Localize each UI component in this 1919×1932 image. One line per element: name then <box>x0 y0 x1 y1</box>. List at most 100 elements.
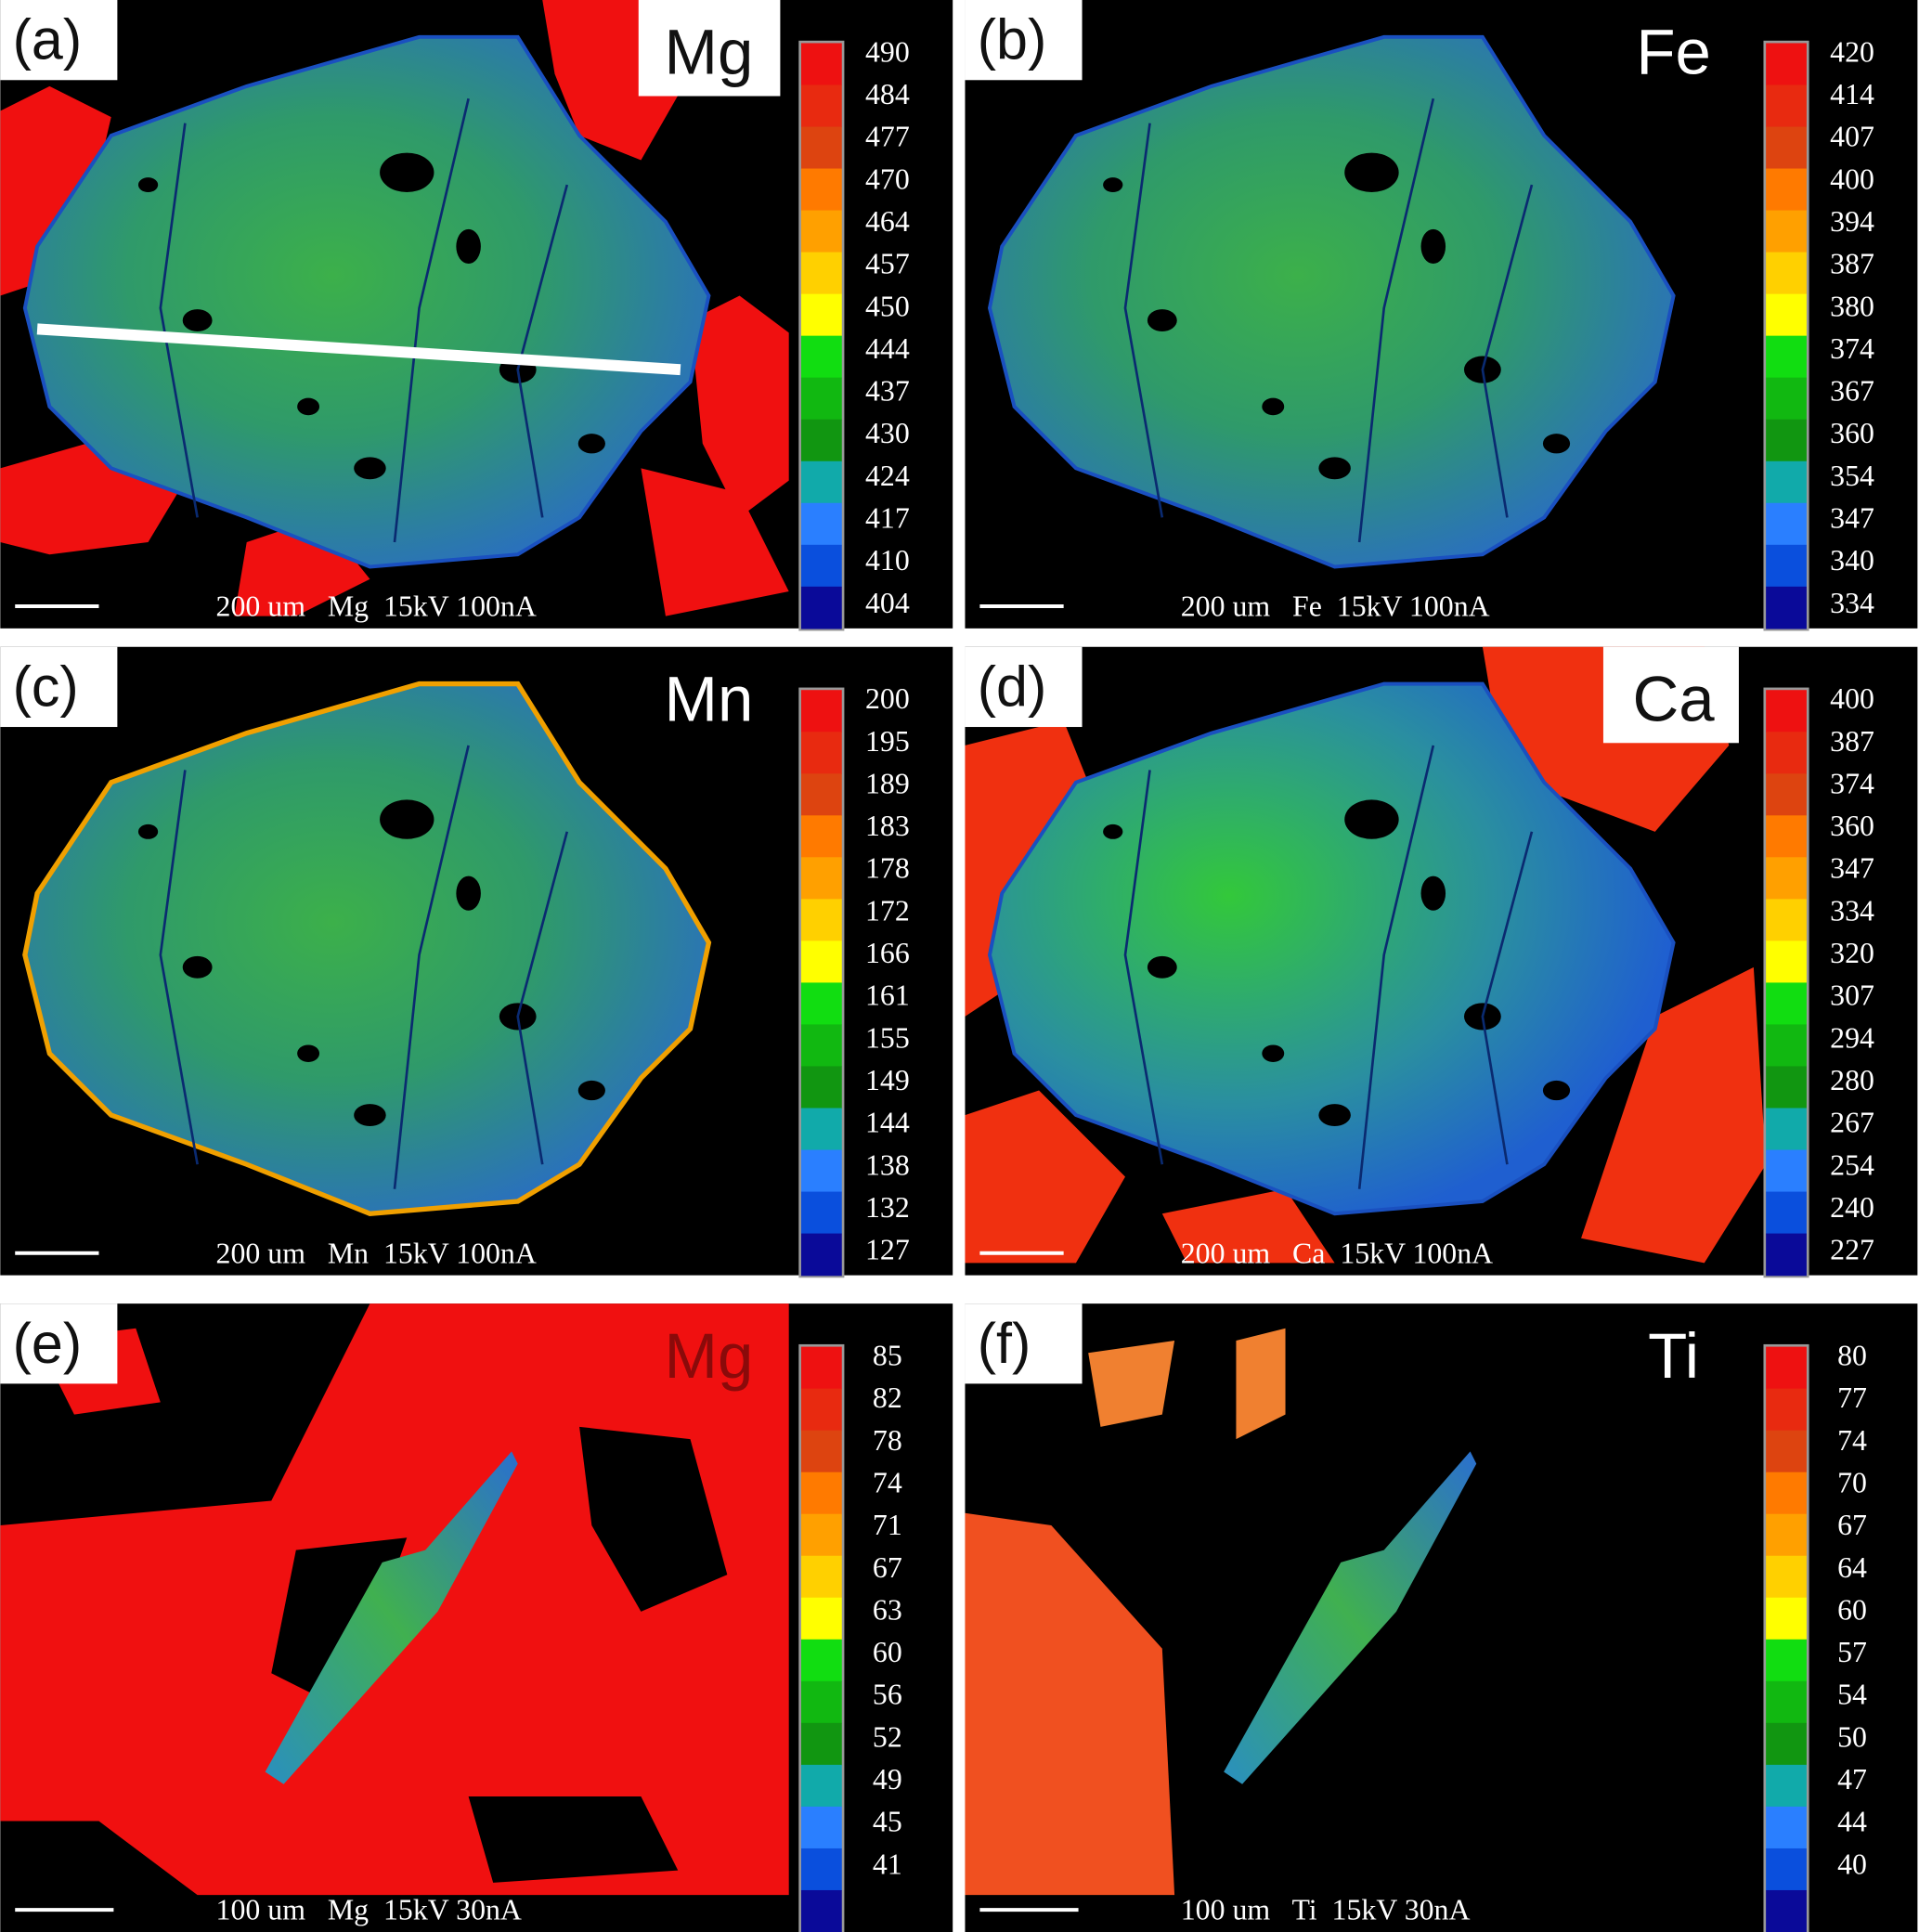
hole <box>1344 799 1399 839</box>
scale-value: 367 <box>1830 375 1874 408</box>
scale-segment <box>1766 293 1807 337</box>
scale-value: 70 <box>1837 1466 1867 1498</box>
scale-segment <box>1766 899 1807 942</box>
scale-segment <box>800 1108 842 1151</box>
scale-value: 44 <box>1837 1806 1867 1838</box>
hole <box>380 152 434 193</box>
scale-segment <box>800 1848 842 1891</box>
scale-segment <box>1766 335 1807 379</box>
label-box <box>965 0 1083 81</box>
scale-segment <box>1766 1513 1807 1557</box>
hole <box>1318 457 1351 480</box>
scale-segment <box>800 1388 842 1432</box>
red-phase <box>965 1512 1175 1896</box>
scale-segment <box>800 1639 842 1682</box>
scale-segment <box>1766 1149 1807 1193</box>
scale-segment <box>800 1346 842 1390</box>
scale-value: 484 <box>865 78 910 110</box>
scale-segment <box>800 773 842 816</box>
element-name: Ca <box>1632 663 1715 734</box>
scale-segment <box>1766 690 1807 733</box>
scale-value: 254 <box>1830 1148 1874 1181</box>
scale-segment <box>800 1233 842 1277</box>
scale-value: 57 <box>1837 1636 1867 1668</box>
scale-value: 307 <box>1830 979 1874 1012</box>
scale-value: 54 <box>1837 1679 1867 1711</box>
scale-segment <box>1766 586 1807 629</box>
scale-value: 410 <box>865 544 910 577</box>
scale-segment <box>1766 544 1807 588</box>
scale-segment <box>800 502 842 546</box>
scale-segment <box>1766 1639 1807 1682</box>
hole <box>1262 397 1285 416</box>
scale-value: 464 <box>865 205 910 238</box>
scale-value: 166 <box>865 937 910 969</box>
scale-segment <box>1766 1722 1807 1766</box>
scale-segment <box>1766 1108 1807 1151</box>
element-name: Ti <box>1648 1320 1699 1392</box>
panel-label: (c) <box>13 655 79 718</box>
scale-value: 450 <box>865 290 910 322</box>
scale-segment <box>800 460 842 504</box>
label-box <box>965 1303 1083 1384</box>
scale-segment <box>800 293 842 337</box>
scale-value: 354 <box>1830 460 1874 492</box>
scale-segment <box>800 210 842 253</box>
scale-segment <box>1766 773 1807 816</box>
scale-segment <box>1766 1346 1807 1390</box>
crack <box>159 745 569 1189</box>
red-phase <box>1088 1340 1175 1427</box>
scale-segment <box>800 1806 842 1849</box>
map-image <box>0 0 789 616</box>
scale-value: 347 <box>1830 502 1874 535</box>
scale-value: 420 <box>1830 35 1874 68</box>
crystal <box>22 34 711 569</box>
scale-value: 200 <box>865 682 910 715</box>
hole <box>577 434 605 454</box>
scale-segment <box>1766 1889 1807 1932</box>
scale-segment <box>800 84 842 128</box>
panel: (b) Fe 420 414 407 400 394 387 380 374 367 360 354 34… <box>965 0 1918 631</box>
element-box <box>1602 646 1739 744</box>
panel-label: (e) <box>13 1312 83 1375</box>
scale-value: 334 <box>1830 894 1874 927</box>
red-phase <box>965 1090 1126 1264</box>
scale-value: 407 <box>1830 121 1874 153</box>
element-name: Fe <box>1636 17 1711 88</box>
scale-value: 294 <box>1830 1021 1874 1054</box>
scale-value: 424 <box>865 460 910 492</box>
scale-value: 227 <box>1830 1234 1874 1266</box>
scale-value: 127 <box>865 1234 910 1266</box>
red-phase <box>641 468 789 616</box>
map-caption: 100 um Mg 15kV 30nA <box>216 1894 522 1926</box>
panel-label: (d) <box>978 655 1047 718</box>
hole <box>182 309 213 332</box>
hole <box>456 875 481 911</box>
scale-segment <box>800 1066 842 1109</box>
scale-value: 67 <box>873 1551 902 1584</box>
hole <box>354 1104 386 1127</box>
scale-value: 74 <box>873 1466 902 1498</box>
crack <box>159 97 569 543</box>
scale-value: 334 <box>1830 587 1874 619</box>
map-image <box>965 1328 1477 1896</box>
scale-segment <box>1766 419 1807 462</box>
panel-label: (b) <box>978 8 1047 71</box>
scale-segment <box>800 252 842 295</box>
crystal <box>987 34 1676 569</box>
map-caption: 100 um Ti 15kV 30nA <box>1181 1894 1471 1926</box>
hole <box>1147 955 1177 979</box>
map-image <box>22 681 712 1216</box>
scale-value: 347 <box>1830 852 1874 885</box>
scale-segment <box>800 544 842 588</box>
scale-value: 52 <box>873 1720 902 1753</box>
scale-value: 132 <box>865 1191 910 1224</box>
scale-segment <box>800 1430 842 1473</box>
hole <box>468 1796 679 1883</box>
scale-segment <box>1766 1430 1807 1473</box>
scale-value: 144 <box>865 1107 910 1139</box>
scale-value: 40 <box>1837 1848 1867 1880</box>
profile-line <box>36 323 681 376</box>
red-phase <box>0 85 111 296</box>
scale-value: 138 <box>865 1148 910 1181</box>
